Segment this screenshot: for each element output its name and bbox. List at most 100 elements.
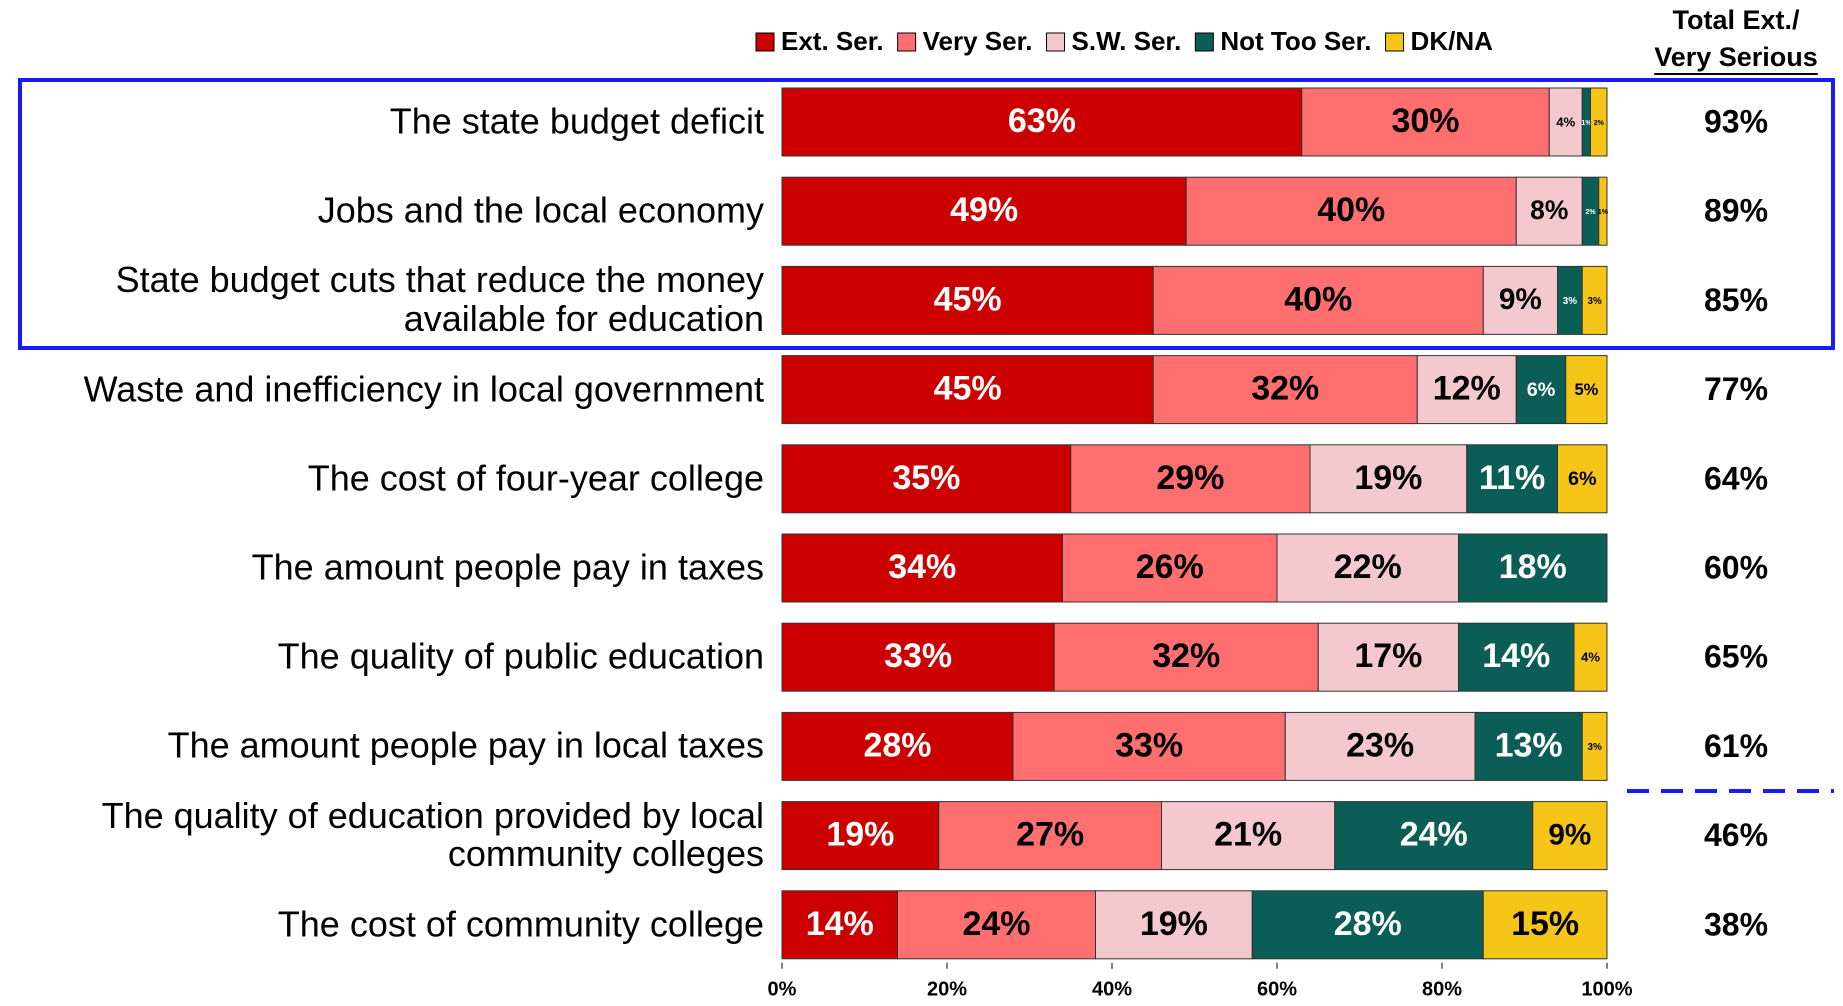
category-label: State budget cuts that reduce the money …	[115, 259, 764, 340]
total-label: 64%	[1704, 460, 1768, 496]
value-label: 22%	[1334, 548, 1402, 586]
bar-segment	[1458, 622, 1575, 692]
bar-segment	[1416, 355, 1517, 425]
value-label: 3%	[1563, 296, 1577, 307]
value-label: 1%	[1598, 209, 1609, 216]
bar-segment	[1284, 711, 1476, 781]
value-label: 14%	[1482, 637, 1550, 675]
legend-label: Not Too Ser.	[1220, 26, 1371, 56]
legend-label: Very Ser.	[923, 26, 1033, 56]
bar-segment	[1458, 533, 1608, 603]
value-label: 33%	[1115, 726, 1183, 764]
value-label: 15%	[1511, 905, 1579, 943]
x-tick-label: 0%	[768, 978, 797, 1000]
value-label: 14%	[806, 905, 874, 943]
value-label: 17%	[1354, 637, 1422, 675]
bar-segment	[781, 87, 1303, 157]
category-label: Jobs and the local economy	[317, 189, 764, 231]
value-label: 8%	[1530, 195, 1568, 225]
value-label: 45%	[934, 370, 1002, 408]
category-label: The quality of public education	[277, 635, 764, 677]
bar-segment	[1317, 622, 1459, 692]
total-label: 60%	[1704, 549, 1768, 585]
value-label: 11%	[1479, 459, 1545, 497]
bar-segment	[1515, 176, 1583, 246]
value-label: 34%	[888, 548, 956, 586]
totals-header: Very Serious	[1654, 42, 1818, 72]
total-label: 85%	[1704, 282, 1768, 318]
total-label: 77%	[1704, 371, 1768, 407]
bar-segment	[1012, 711, 1286, 781]
bar-segment	[1276, 533, 1459, 603]
value-label: 2%	[1594, 120, 1605, 127]
bar-segment	[1590, 87, 1608, 157]
bar-segment	[781, 890, 898, 960]
category-label: The state budget deficit	[389, 100, 764, 142]
totals-header: Total Ext./	[1672, 5, 1800, 35]
value-label: 19%	[1140, 905, 1208, 943]
value-label: 6%	[1527, 379, 1556, 401]
bar-segment	[1557, 265, 1583, 335]
value-label: 23%	[1346, 726, 1414, 764]
value-label: 4%	[1556, 114, 1575, 129]
category-label: Waste and inefficiency in local governme…	[83, 368, 764, 410]
bar-segment	[938, 801, 1162, 871]
bar-segment	[1095, 890, 1253, 960]
value-label: 27%	[1016, 816, 1084, 854]
value-label: 33%	[884, 637, 952, 675]
bar-segment	[1309, 444, 1468, 514]
total-label: 65%	[1704, 639, 1768, 675]
legend-label: S.W. Ser.	[1072, 26, 1182, 56]
value-label: 4%	[1581, 650, 1600, 665]
bar-segment	[1557, 444, 1608, 514]
bar-segment	[1565, 355, 1608, 425]
bar-segment	[781, 801, 940, 871]
value-label: 30%	[1391, 102, 1459, 140]
bar-segment	[781, 355, 1154, 425]
legend-swatch	[897, 32, 917, 52]
total-label: 89%	[1704, 193, 1768, 229]
bar-segment	[1482, 265, 1558, 335]
bar-segment	[1532, 801, 1608, 871]
value-label: 3%	[1587, 742, 1601, 753]
value-label: 18%	[1499, 548, 1567, 586]
bar-segment	[1598, 176, 1608, 246]
value-label: 9%	[1499, 283, 1542, 316]
bar-segment	[1070, 444, 1311, 514]
bar-segment	[781, 622, 1055, 692]
bar-segment	[1185, 176, 1517, 246]
value-label: 1%	[1581, 120, 1592, 127]
category-label: The quality of education provided by loc…	[101, 794, 764, 875]
bar-segment	[1251, 890, 1484, 960]
value-label: 28%	[863, 726, 931, 764]
legend-label: DK/NA	[1411, 26, 1494, 56]
value-label: 19%	[826, 816, 894, 854]
value-label: 2%	[1585, 209, 1596, 216]
value-label: 32%	[1152, 637, 1220, 675]
value-label: 40%	[1317, 191, 1385, 229]
bar-segment	[1152, 355, 1418, 425]
bar-segment	[1581, 265, 1608, 335]
value-label: 12%	[1433, 370, 1501, 408]
value-label: 21%	[1214, 816, 1282, 854]
legend-swatch	[1046, 32, 1066, 52]
value-label: 6%	[1568, 468, 1597, 490]
value-label: 26%	[1136, 548, 1204, 586]
value-label: 5%	[1574, 381, 1598, 399]
bar-segment	[781, 711, 1014, 781]
total-label: 46%	[1704, 817, 1768, 853]
bar-segment	[781, 176, 1187, 246]
value-label: 40%	[1284, 280, 1352, 318]
bar-segment	[781, 533, 1063, 603]
x-tick-label: 40%	[1092, 978, 1132, 1000]
category-label: The cost of four-year college	[307, 457, 764, 499]
value-label: 29%	[1156, 459, 1224, 497]
x-tick-label: 80%	[1422, 978, 1462, 1000]
x-tick-label: 60%	[1257, 978, 1297, 1000]
total-label: 61%	[1704, 728, 1768, 764]
value-label: 3%	[1587, 296, 1601, 307]
legend-label: Ext. Ser.	[781, 26, 884, 56]
bar-segment	[1334, 801, 1534, 871]
